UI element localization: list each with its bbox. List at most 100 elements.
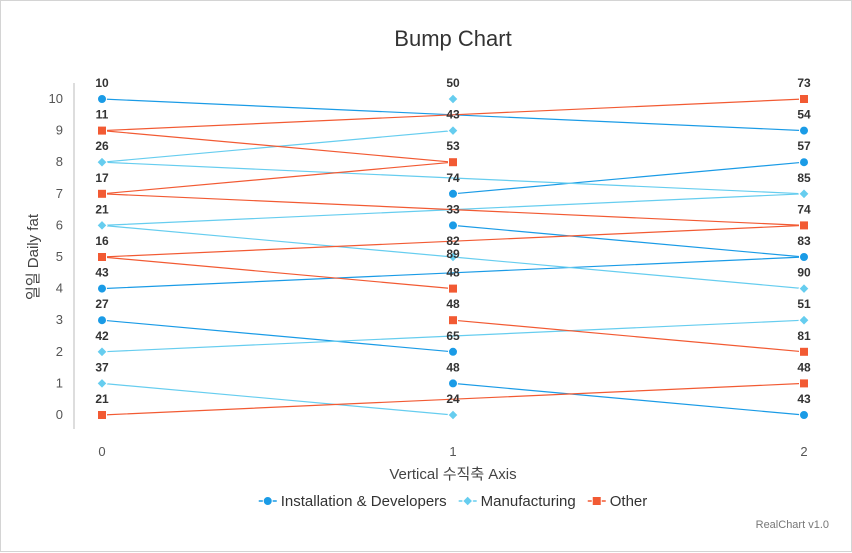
chart-title: Bump Chart	[394, 26, 511, 51]
data-label: 74	[446, 171, 460, 185]
data-label: 57	[797, 139, 811, 153]
circle-marker	[448, 346, 458, 357]
circle-marker	[448, 188, 458, 199]
y-tick-label: 2	[56, 344, 63, 359]
series-line	[101, 193, 805, 226]
data-label: 48	[446, 266, 460, 280]
data-label: 89	[446, 247, 460, 261]
diamond-marker	[798, 314, 810, 326]
square-marker	[97, 252, 107, 262]
diamond-marker	[798, 282, 810, 295]
data-label: 48	[446, 297, 460, 311]
data-label: 74	[797, 202, 811, 216]
series-markers	[96, 93, 810, 421]
y-tick-label: 7	[56, 186, 63, 201]
data-label: 90	[797, 266, 811, 280]
circle-marker	[799, 125, 809, 136]
data-label: 10	[95, 76, 109, 90]
diamond-marker	[447, 409, 459, 421]
y-axis: 0 1 2 3 4 5 6 7 8 9 10	[49, 83, 75, 429]
legend: Installation & Developers Manufacturing Ot…	[258, 493, 648, 510]
series-line	[101, 224, 805, 258]
y-tick-label: 1	[56, 375, 63, 390]
data-label: 83	[797, 234, 811, 248]
data-label: 43	[446, 108, 460, 122]
diamond-marker	[447, 124, 459, 137]
credit-text: RealChart v1.0	[756, 519, 829, 531]
diamond-marker	[798, 188, 810, 200]
diamond-marker	[96, 156, 108, 168]
circle-marker	[97, 94, 107, 104]
legend-item: Installation & Developers	[258, 493, 447, 510]
circle-marker	[799, 252, 809, 262]
data-label: 43	[95, 266, 109, 280]
square-marker	[799, 94, 809, 104]
series-line	[101, 382, 805, 416]
circle-marker	[448, 378, 458, 389]
y-tick-label: 5	[56, 249, 63, 264]
x-tick-label: 0	[98, 444, 105, 459]
data-label: 65	[446, 329, 460, 343]
y-tick-label: 8	[56, 154, 63, 169]
square-marker	[591, 496, 602, 506]
square-marker	[799, 378, 809, 389]
data-label: 53	[446, 139, 460, 153]
square-marker	[97, 125, 107, 136]
legend-label: Installation & Developers	[281, 493, 447, 510]
legend-label: Manufacturing	[481, 493, 576, 510]
series-line	[101, 161, 454, 195]
circle-marker	[448, 220, 458, 231]
diamond-marker	[96, 346, 108, 358]
series-line	[101, 161, 805, 195]
data-label: 11	[96, 108, 109, 122]
series-line	[452, 382, 805, 416]
data-labels: 10 54 43 89 83 27 65 48 43 74 57 33 50 26 43 85 21 82 90 42…	[95, 76, 811, 406]
series-line	[101, 256, 454, 290]
series-line	[452, 224, 805, 258]
data-label: 24	[446, 392, 460, 406]
data-label: 26	[95, 139, 109, 153]
data-label: 33	[446, 202, 460, 216]
series-line	[101, 98, 805, 132]
y-tick-label: 6	[56, 217, 63, 232]
data-label: 16	[95, 234, 109, 248]
x-axis: 0 1 2	[98, 444, 807, 459]
data-label: 48	[797, 360, 811, 374]
circle-marker	[799, 410, 809, 420]
data-label: 48	[446, 360, 460, 374]
y-tick-label: 9	[56, 123, 63, 138]
diamond-marker	[461, 495, 474, 507]
series-line	[101, 319, 805, 353]
data-label: 54	[797, 108, 811, 122]
series-line	[101, 382, 454, 416]
data-label: 42	[95, 329, 109, 343]
x-axis-title: Vertical 수직축 Axis	[389, 466, 516, 483]
series-line	[452, 161, 805, 195]
data-label: 51	[797, 297, 811, 311]
y-axis-title: 일일 Daily fat	[25, 213, 42, 300]
square-marker	[97, 410, 107, 420]
square-marker	[799, 220, 809, 231]
square-marker	[448, 283, 458, 294]
data-label: 43	[797, 392, 811, 406]
series-line	[101, 130, 454, 163]
legend-label: Other	[610, 493, 648, 510]
data-label: 21	[95, 202, 109, 216]
data-label: 82	[446, 234, 460, 248]
diamond-marker	[447, 251, 459, 263]
data-label: 17	[95, 171, 109, 185]
data-label: 37	[95, 360, 109, 374]
legend-item: Other	[587, 493, 648, 510]
series-lines	[101, 98, 805, 416]
square-marker	[799, 346, 809, 357]
circle-marker	[799, 157, 809, 168]
diamond-marker	[96, 377, 108, 390]
data-label: 27	[95, 297, 109, 311]
series-line	[101, 319, 454, 353]
x-tick-label: 1	[449, 444, 456, 459]
series-line	[452, 319, 805, 353]
data-label: 21	[95, 392, 109, 406]
diamond-marker	[96, 219, 108, 232]
